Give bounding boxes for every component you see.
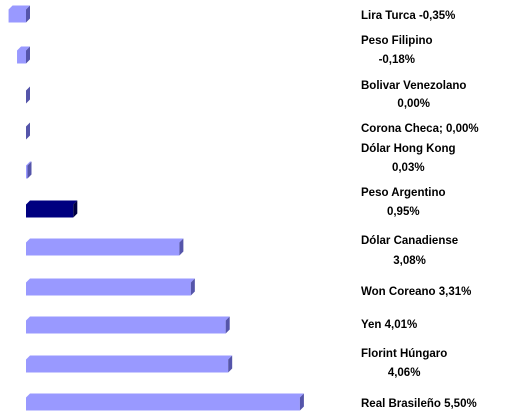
bar-label: Real Brasileño 5,50% [361, 398, 477, 410]
bar [26, 122, 30, 140]
bar [26, 393, 304, 411]
bar-face [17, 50, 26, 64]
bar-face [26, 393, 304, 398]
bar-face [26, 397, 300, 411]
bar-label: Peso Argentino [361, 187, 446, 199]
bar-face [17, 46, 30, 51]
bar [26, 86, 30, 104]
bar-face [228, 355, 233, 373]
bar-face [26, 204, 74, 218]
bar [26, 278, 195, 296]
bar-face [27, 161, 32, 179]
bar-label: Florint Húngaro [361, 348, 447, 360]
bar-face [26, 238, 184, 243]
bar-face [26, 5, 30, 23]
bar-label: Dólar Canadiense [361, 235, 458, 247]
bar-label: Bolivar Venezolano [361, 80, 466, 92]
bar-face [26, 122, 30, 140]
bar-face [26, 278, 195, 283]
bar-face [26, 86, 30, 104]
bar-face [26, 316, 230, 321]
bar-face [26, 242, 180, 256]
bar-label: Won Coreano 3,31% [361, 286, 471, 298]
bar-face [26, 320, 226, 334]
bar-label: Corona Checa; 0,00% [361, 123, 479, 135]
bar-face [299, 393, 304, 411]
bar-face [8, 9, 26, 23]
bar-face [26, 161, 32, 166]
bar-face [73, 200, 78, 218]
bar [26, 316, 230, 334]
bar-label: Dólar Hong Kong [361, 143, 456, 155]
bar-face [8, 5, 30, 10]
bar-label: Yen 4,01% [361, 319, 417, 331]
bar-label: 0,00% [397, 98, 430, 110]
bar-label: 0,95% [387, 206, 420, 218]
bar [26, 355, 233, 373]
bar [26, 161, 32, 179]
bar-label: -0,18% [379, 54, 415, 66]
bar-face [190, 278, 195, 296]
bar [26, 200, 78, 218]
bar-face [26, 359, 229, 373]
bar-label: 4,06% [388, 367, 421, 379]
bar-label: 3,08% [393, 255, 426, 267]
bar-label: Peso Filipino [361, 35, 433, 47]
bar-face [179, 238, 184, 256]
bar-face [225, 316, 230, 334]
bar-face [26, 355, 233, 360]
bar [8, 5, 30, 23]
bar [17, 46, 30, 64]
bar-face [26, 200, 78, 205]
bar-face [26, 165, 28, 179]
bar-label: Lira Turca -0,35% [361, 10, 455, 22]
bar-label: 0,03% [392, 162, 425, 174]
bar [26, 238, 184, 256]
bar-face [26, 282, 191, 296]
bar-face [26, 46, 30, 64]
